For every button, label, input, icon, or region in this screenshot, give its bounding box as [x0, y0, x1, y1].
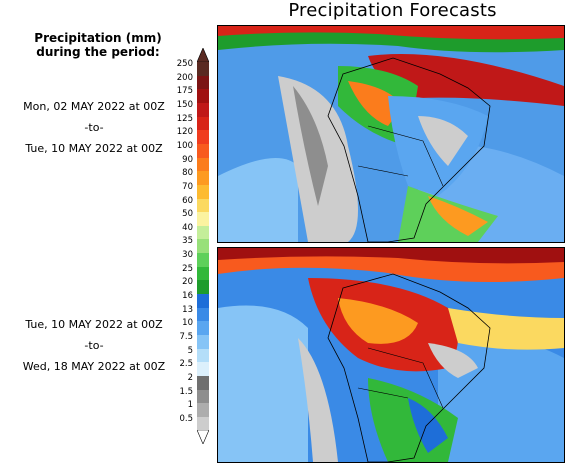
colorbar-cell	[197, 266, 209, 281]
colorbar-cell	[197, 89, 209, 104]
colorbar-cell	[197, 130, 209, 145]
colorbar-cell	[197, 416, 209, 431]
colorbar-tick-label: 10	[182, 318, 193, 329]
colorbar-cell	[197, 294, 209, 309]
colorbar-cell	[197, 171, 209, 186]
colorbar-tick-label: 250	[176, 59, 193, 69]
colorbar-tick-label: 40	[182, 222, 193, 233]
period-2-end: Wed, 18 MAY 2022 at 00Z	[22, 360, 166, 373]
colorbar-cell	[197, 102, 209, 117]
colorbar-cell	[197, 335, 209, 350]
map-2-graphic	[218, 248, 564, 462]
colorbar-tick-label: 13	[182, 304, 193, 315]
colorbar-cell	[197, 212, 209, 227]
colorbar-cell	[197, 225, 209, 240]
colorbar-cell	[197, 362, 209, 377]
legend-heading: Precipitation (mm) during the period:	[18, 31, 178, 59]
colorbar-tick-label: 200	[176, 72, 193, 83]
colorbar-tick-label: 1	[187, 400, 193, 411]
period-1-end: Tue, 10 MAY 2022 at 00Z	[25, 142, 163, 155]
colorbar-cell	[197, 198, 209, 213]
map-1-graphic	[218, 26, 564, 242]
colorbar-cell	[197, 143, 209, 158]
colorbar-cell	[197, 116, 209, 131]
period-2-sep: -to-	[84, 339, 104, 352]
colorbar-tick-label: 100	[176, 140, 193, 151]
colorbar-tick-label: 60	[182, 195, 193, 206]
colorbar-cell	[197, 75, 209, 90]
period-1-sep: -to-	[84, 121, 104, 134]
colorbar-tick-label: 120	[176, 127, 193, 138]
colorbar-top-arrow	[197, 48, 209, 62]
period-1-label: Mon, 02 MAY 2022 at 00Z -to- Tue, 10 MAY…	[5, 100, 183, 163]
period-2-label: Tue, 10 MAY 2022 at 00Z -to- Wed, 18 MAY…	[5, 318, 183, 381]
colorbar-bottom-arrow	[197, 430, 209, 444]
legend-heading-line2: during the period:	[36, 45, 160, 59]
forecast-map-period-2	[217, 247, 565, 463]
colorbar-cell	[197, 375, 209, 390]
colorbar-cell	[197, 307, 209, 322]
colorbar-cell	[197, 348, 209, 363]
colorbar-cell	[197, 389, 209, 404]
colorbar-tick-label: 125	[176, 113, 193, 124]
colorbar-tick-label: 25	[182, 263, 193, 274]
colorbar-tick-label: 50	[182, 209, 193, 220]
colorbar-tick-label: 1.5	[179, 386, 193, 397]
colorbar-cell	[197, 239, 209, 254]
colorbar-tick-label: 0.5	[179, 413, 193, 424]
colorbar-tick-label: 2.5	[179, 359, 193, 370]
colorbar	[197, 62, 209, 431]
colorbar-tick-label: 80	[182, 168, 193, 179]
colorbar-tick-label: 30	[182, 250, 193, 261]
colorbar-cell	[197, 157, 209, 172]
colorbar-cell	[197, 253, 209, 268]
colorbar-tick-label: 5	[187, 345, 193, 356]
colorbar-tick-label: 2	[187, 372, 193, 383]
colorbar-tick-label: 70	[182, 181, 193, 192]
legend-heading-line1: Precipitation (mm)	[34, 31, 162, 45]
colorbar-tick-label: 150	[176, 99, 193, 110]
colorbar-tick-label: 175	[176, 86, 193, 97]
period-2-start: Tue, 10 MAY 2022 at 00Z	[25, 318, 163, 331]
colorbar-tick-label: 7.5	[179, 332, 193, 342]
colorbar-tick-label: 90	[182, 154, 193, 165]
colorbar-cell	[197, 321, 209, 336]
colorbar-tick-label: 16	[182, 291, 193, 302]
colorbar-tick-label: 20	[182, 277, 193, 288]
period-1-start: Mon, 02 MAY 2022 at 00Z	[23, 100, 165, 113]
colorbar-cell	[197, 403, 209, 418]
colorbar-cell	[197, 184, 209, 199]
colorbar-cell	[197, 280, 209, 295]
colorbar-cell	[197, 62, 209, 77]
colorbar-tick-label: 35	[182, 236, 193, 247]
chart-title: Precipitation Forecasts	[288, 0, 497, 21]
forecast-map-period-1	[217, 25, 565, 243]
